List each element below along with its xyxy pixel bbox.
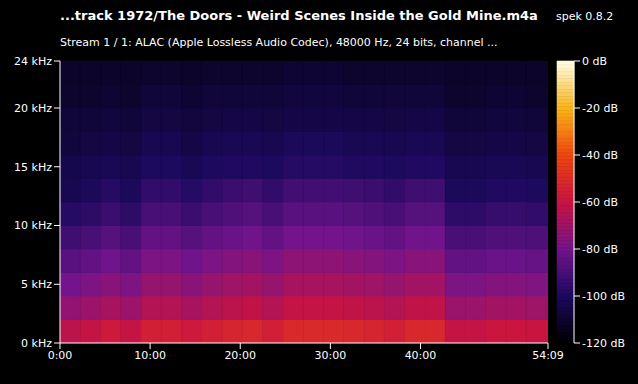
svg-text:10 kHz: 10 kHz [14,219,52,232]
html-text:Stream 1 / 1: ALAC (Apple Loss: Stream 1 / 1: ALAC (Apple Lossless Audio… [60,36,498,49]
svg-text:0:00: 0:00 [48,349,73,362]
svg-text:0 kHz: 0 kHz [21,337,52,350]
svg-text:-80 dB: -80 dB [582,243,618,256]
html-text:spek 0.8.2: spek 0.8.2 [556,10,614,23]
svg-text:24 kHz: 24 kHz [14,55,52,68]
svg-text:-60 dB: -60 dB [582,196,618,209]
svg-text:20 kHz: 20 kHz [14,102,52,115]
svg-text:30:00: 30:00 [315,349,347,362]
svg-text:-40 dB: -40 dB [582,149,618,162]
svg-text:15 kHz: 15 kHz [14,161,52,174]
svg-text:40:00: 40:00 [405,349,437,362]
svg-text:-100 dB: -100 dB [582,290,625,303]
svg-text:54:09: 54:09 [532,349,564,362]
svg-text:20:00: 20:00 [224,349,256,362]
svg-text:10:00: 10:00 [134,349,166,362]
svg-text:-120 dB: -120 dB [582,337,625,350]
svg-text:5 kHz: 5 kHz [21,278,52,291]
svg-text:-20 dB: -20 dB [582,102,618,115]
svg-text:0 dB: 0 dB [582,55,607,68]
html-text:...track 1972/The Doors - Weir: ...track 1972/The Doors - Weird Scenes I… [60,8,538,23]
